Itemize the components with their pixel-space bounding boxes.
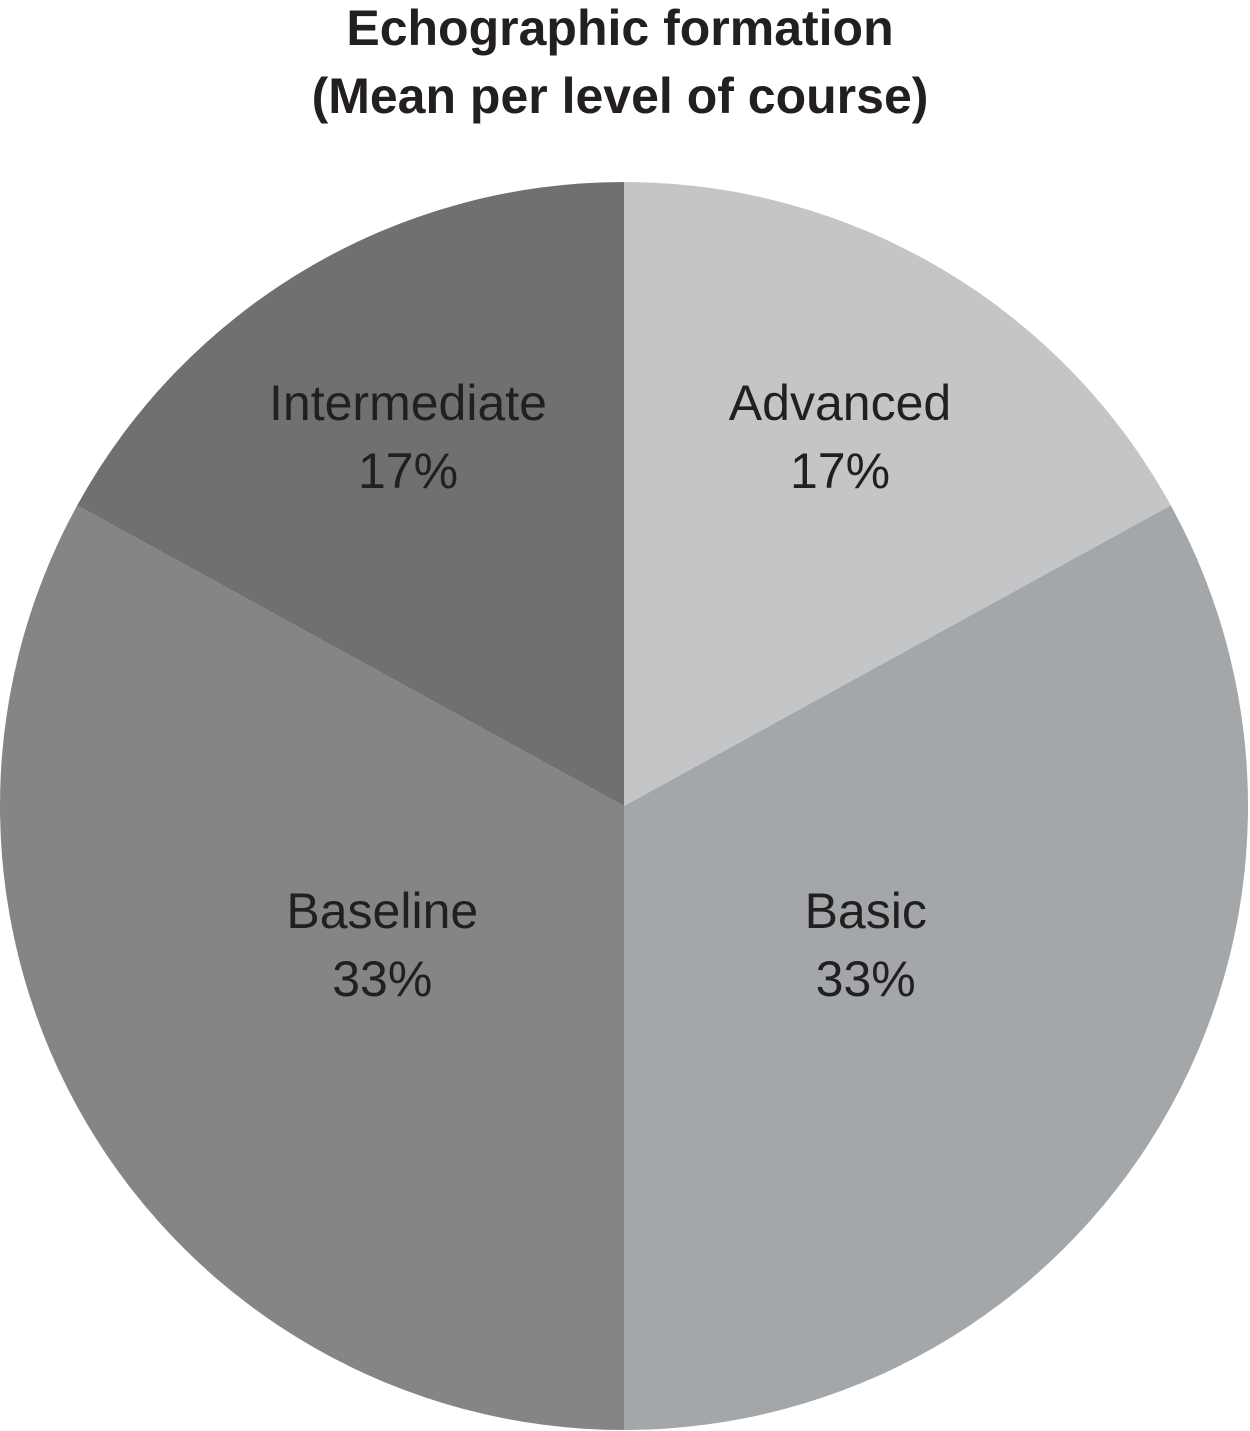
pie-slice	[77, 181, 624, 806]
slice-label: Baseline	[286, 883, 478, 939]
pie-slice	[624, 182, 1171, 806]
pie-slice	[0, 505, 624, 1430]
slice-label: Basic	[805, 883, 927, 939]
slice-value-label: 33%	[816, 951, 916, 1007]
slice-label: Advanced	[729, 375, 951, 431]
chart-title: (Mean per level of course)	[312, 68, 929, 124]
slice-label: Intermediate	[269, 375, 547, 431]
slice-value-label: 17%	[790, 443, 890, 499]
chart-title: Echographic formation	[346, 0, 893, 56]
slice-value-label: 33%	[332, 951, 432, 1007]
slice-value-label: 17%	[358, 443, 458, 499]
pie-slice	[624, 505, 1248, 1430]
